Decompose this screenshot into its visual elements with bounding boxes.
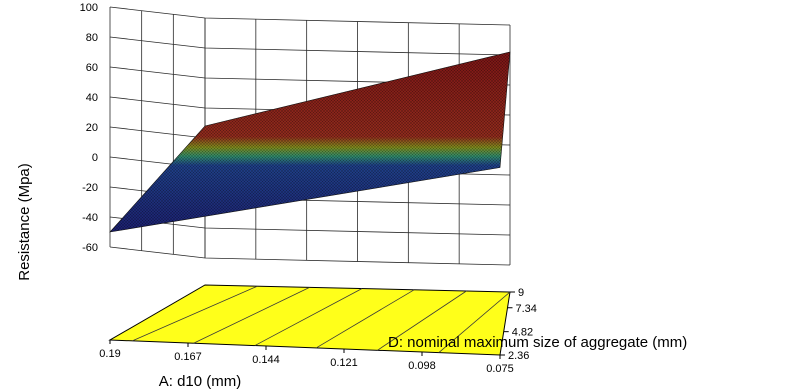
y-tick-label: 4.82: [512, 327, 533, 339]
surface-mesh: [109, 51, 511, 233]
z-tick-label: 40: [86, 92, 98, 104]
x-tick-label: 0.121: [330, 357, 358, 369]
grid-line-z: [109, 36, 511, 56]
z-tick-label: 20: [86, 122, 98, 134]
x-tick-label: 0.098: [408, 360, 436, 372]
x-tick-label: 0.167: [174, 351, 202, 363]
z-tick-label: 0: [92, 152, 98, 164]
floor-contour: [438, 291, 511, 353]
floor-contour: [132, 285, 258, 342]
y-axis-title: D: nominal maximum size of aggregate (mm…: [388, 334, 687, 351]
x-tick-label: 0.19: [99, 348, 120, 360]
y-tick-label: 7.34: [516, 303, 537, 315]
floor-contour: [193, 287, 310, 344]
x-tick-label: 0.075: [486, 363, 514, 375]
floor-contour: [315, 289, 415, 349]
grid-line-z: [109, 246, 511, 266]
floor-contour: [254, 288, 363, 346]
z-axis-title: Resistance (Mpa): [16, 163, 33, 281]
z-tick-label: -20: [82, 182, 98, 194]
x-tick-label: 0.144: [252, 354, 280, 366]
z-tick-label: -40: [82, 212, 98, 224]
x-axis-title: A: d10 (mm): [159, 373, 242, 389]
z-tick-label: 60: [86, 62, 98, 74]
z-tick-label: 80: [86, 32, 98, 44]
y-tick-label: 9: [518, 287, 524, 299]
z-tick-label: -60: [82, 242, 98, 254]
floor-contour: [377, 290, 467, 351]
surface-layer: [109, 51, 511, 233]
floor-layer: [108, 284, 511, 356]
grid-line-z: [109, 6, 511, 26]
z-tick-label: 100: [80, 2, 98, 14]
y-tick-label: 2.36: [508, 350, 529, 362]
